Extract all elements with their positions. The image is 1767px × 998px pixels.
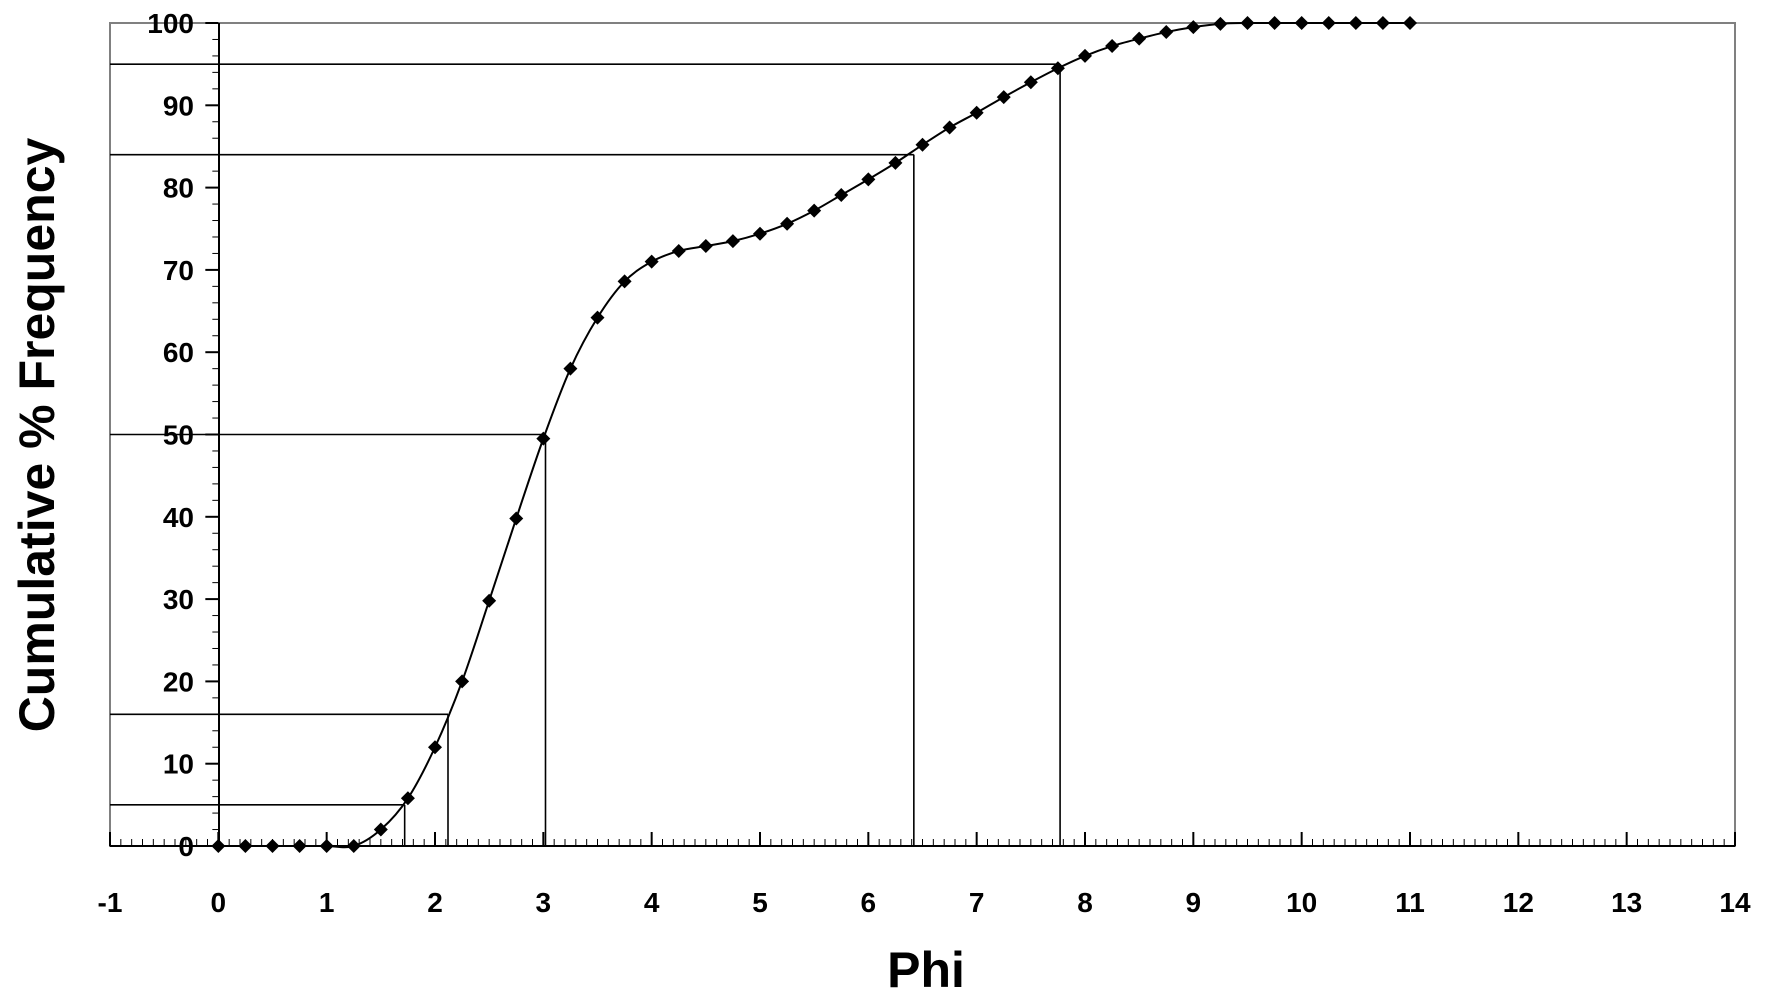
data-point-marker (942, 120, 957, 135)
data-point-marker (1403, 16, 1417, 30)
data-point-marker (1240, 16, 1255, 30)
x-tick-label: 12 (1503, 887, 1534, 918)
data-point-marker (753, 226, 767, 241)
series-layer (211, 16, 1417, 853)
x-tick-label: 3 (536, 887, 552, 918)
data-point-marker (563, 361, 578, 376)
data-point-marker (617, 274, 632, 289)
data-point-marker (482, 593, 497, 608)
x-tick-label: 10 (1286, 887, 1317, 918)
x-tick-label: 6 (861, 887, 877, 918)
data-point-marker (969, 105, 984, 120)
series-line (218, 21, 1410, 849)
data-point-marker (292, 839, 307, 853)
x-tick-label: 13 (1611, 887, 1642, 918)
data-point-marker (373, 822, 388, 837)
y-tick-label: 80 (163, 173, 194, 204)
minor-ticks (120, 38, 1725, 846)
data-point-marker (671, 243, 686, 258)
data-point-marker (1159, 25, 1174, 40)
data-point-marker (1321, 16, 1336, 30)
data-point-marker (590, 310, 605, 325)
data-point-marker (915, 137, 930, 152)
y-tick-label: 30 (163, 584, 194, 615)
y-tick-label: 0 (178, 831, 194, 862)
data-point-marker (428, 740, 442, 755)
data-point-marker (1023, 75, 1038, 90)
data-point-marker (346, 839, 361, 853)
percentile-reference-lines (110, 63, 1061, 846)
data-point-marker (455, 674, 470, 689)
y-tick-label: 10 (163, 749, 194, 780)
data-point-marker (400, 791, 415, 806)
data-point-marker (725, 234, 740, 249)
y-tick-label: 60 (163, 337, 194, 368)
data-point-marker (1267, 16, 1282, 30)
x-tick-label: 7 (969, 887, 985, 918)
data-point-marker (698, 239, 713, 254)
data-point-marker (509, 511, 524, 526)
data-point-marker (211, 839, 226, 853)
x-tick-label: 4 (644, 887, 660, 918)
data-point-marker (536, 431, 551, 446)
x-tick-label: 11 (1395, 887, 1425, 918)
data-point-marker (1213, 16, 1228, 31)
data-point-marker (319, 839, 334, 853)
x-tick-label: 14 (1719, 887, 1751, 918)
y-axis-title: Cumulative % Frequency (9, 138, 65, 733)
data-point-marker (265, 839, 280, 853)
data-point-marker (1050, 61, 1065, 76)
data-point-marker (1078, 48, 1092, 63)
data-point-marker (1186, 20, 1201, 35)
data-point-marker (238, 839, 253, 853)
x-tick-label: 0 (211, 887, 227, 918)
x-tick-label: 1 (319, 887, 335, 918)
y-tick-label: 100 (147, 8, 194, 39)
x-axis-title: Phi (887, 942, 965, 998)
data-point-marker (1294, 16, 1309, 30)
y-tick-label: 90 (163, 90, 194, 121)
data-point-marker (861, 172, 876, 187)
data-point-marker (780, 216, 795, 231)
y-tick-label: 40 (163, 502, 194, 533)
x-tick-label: -1 (98, 887, 123, 918)
data-point-marker (834, 188, 849, 203)
data-point-marker (996, 90, 1011, 105)
data-point-marker (644, 254, 659, 269)
data-point-marker (1132, 31, 1147, 46)
data-point-marker (807, 203, 822, 218)
data-point-marker (1348, 16, 1363, 30)
y-tick-label: 70 (163, 255, 194, 286)
x-tick-label: 8 (1077, 887, 1093, 918)
x-tick-label: 9 (1186, 887, 1202, 918)
tick-labels: -1 0 1 2 3 4 5 6 7 8 9 10 11 12 13 14010203040506070809… (98, 8, 1751, 918)
x-tick-label: 5 (752, 887, 768, 918)
y-tick-label: 50 (163, 420, 194, 451)
y-tick-label: 20 (163, 666, 194, 697)
data-point-marker (1375, 16, 1390, 30)
data-point-marker (1105, 39, 1120, 54)
data-point-marker (888, 155, 903, 170)
x-tick-label: 2 (427, 887, 443, 918)
